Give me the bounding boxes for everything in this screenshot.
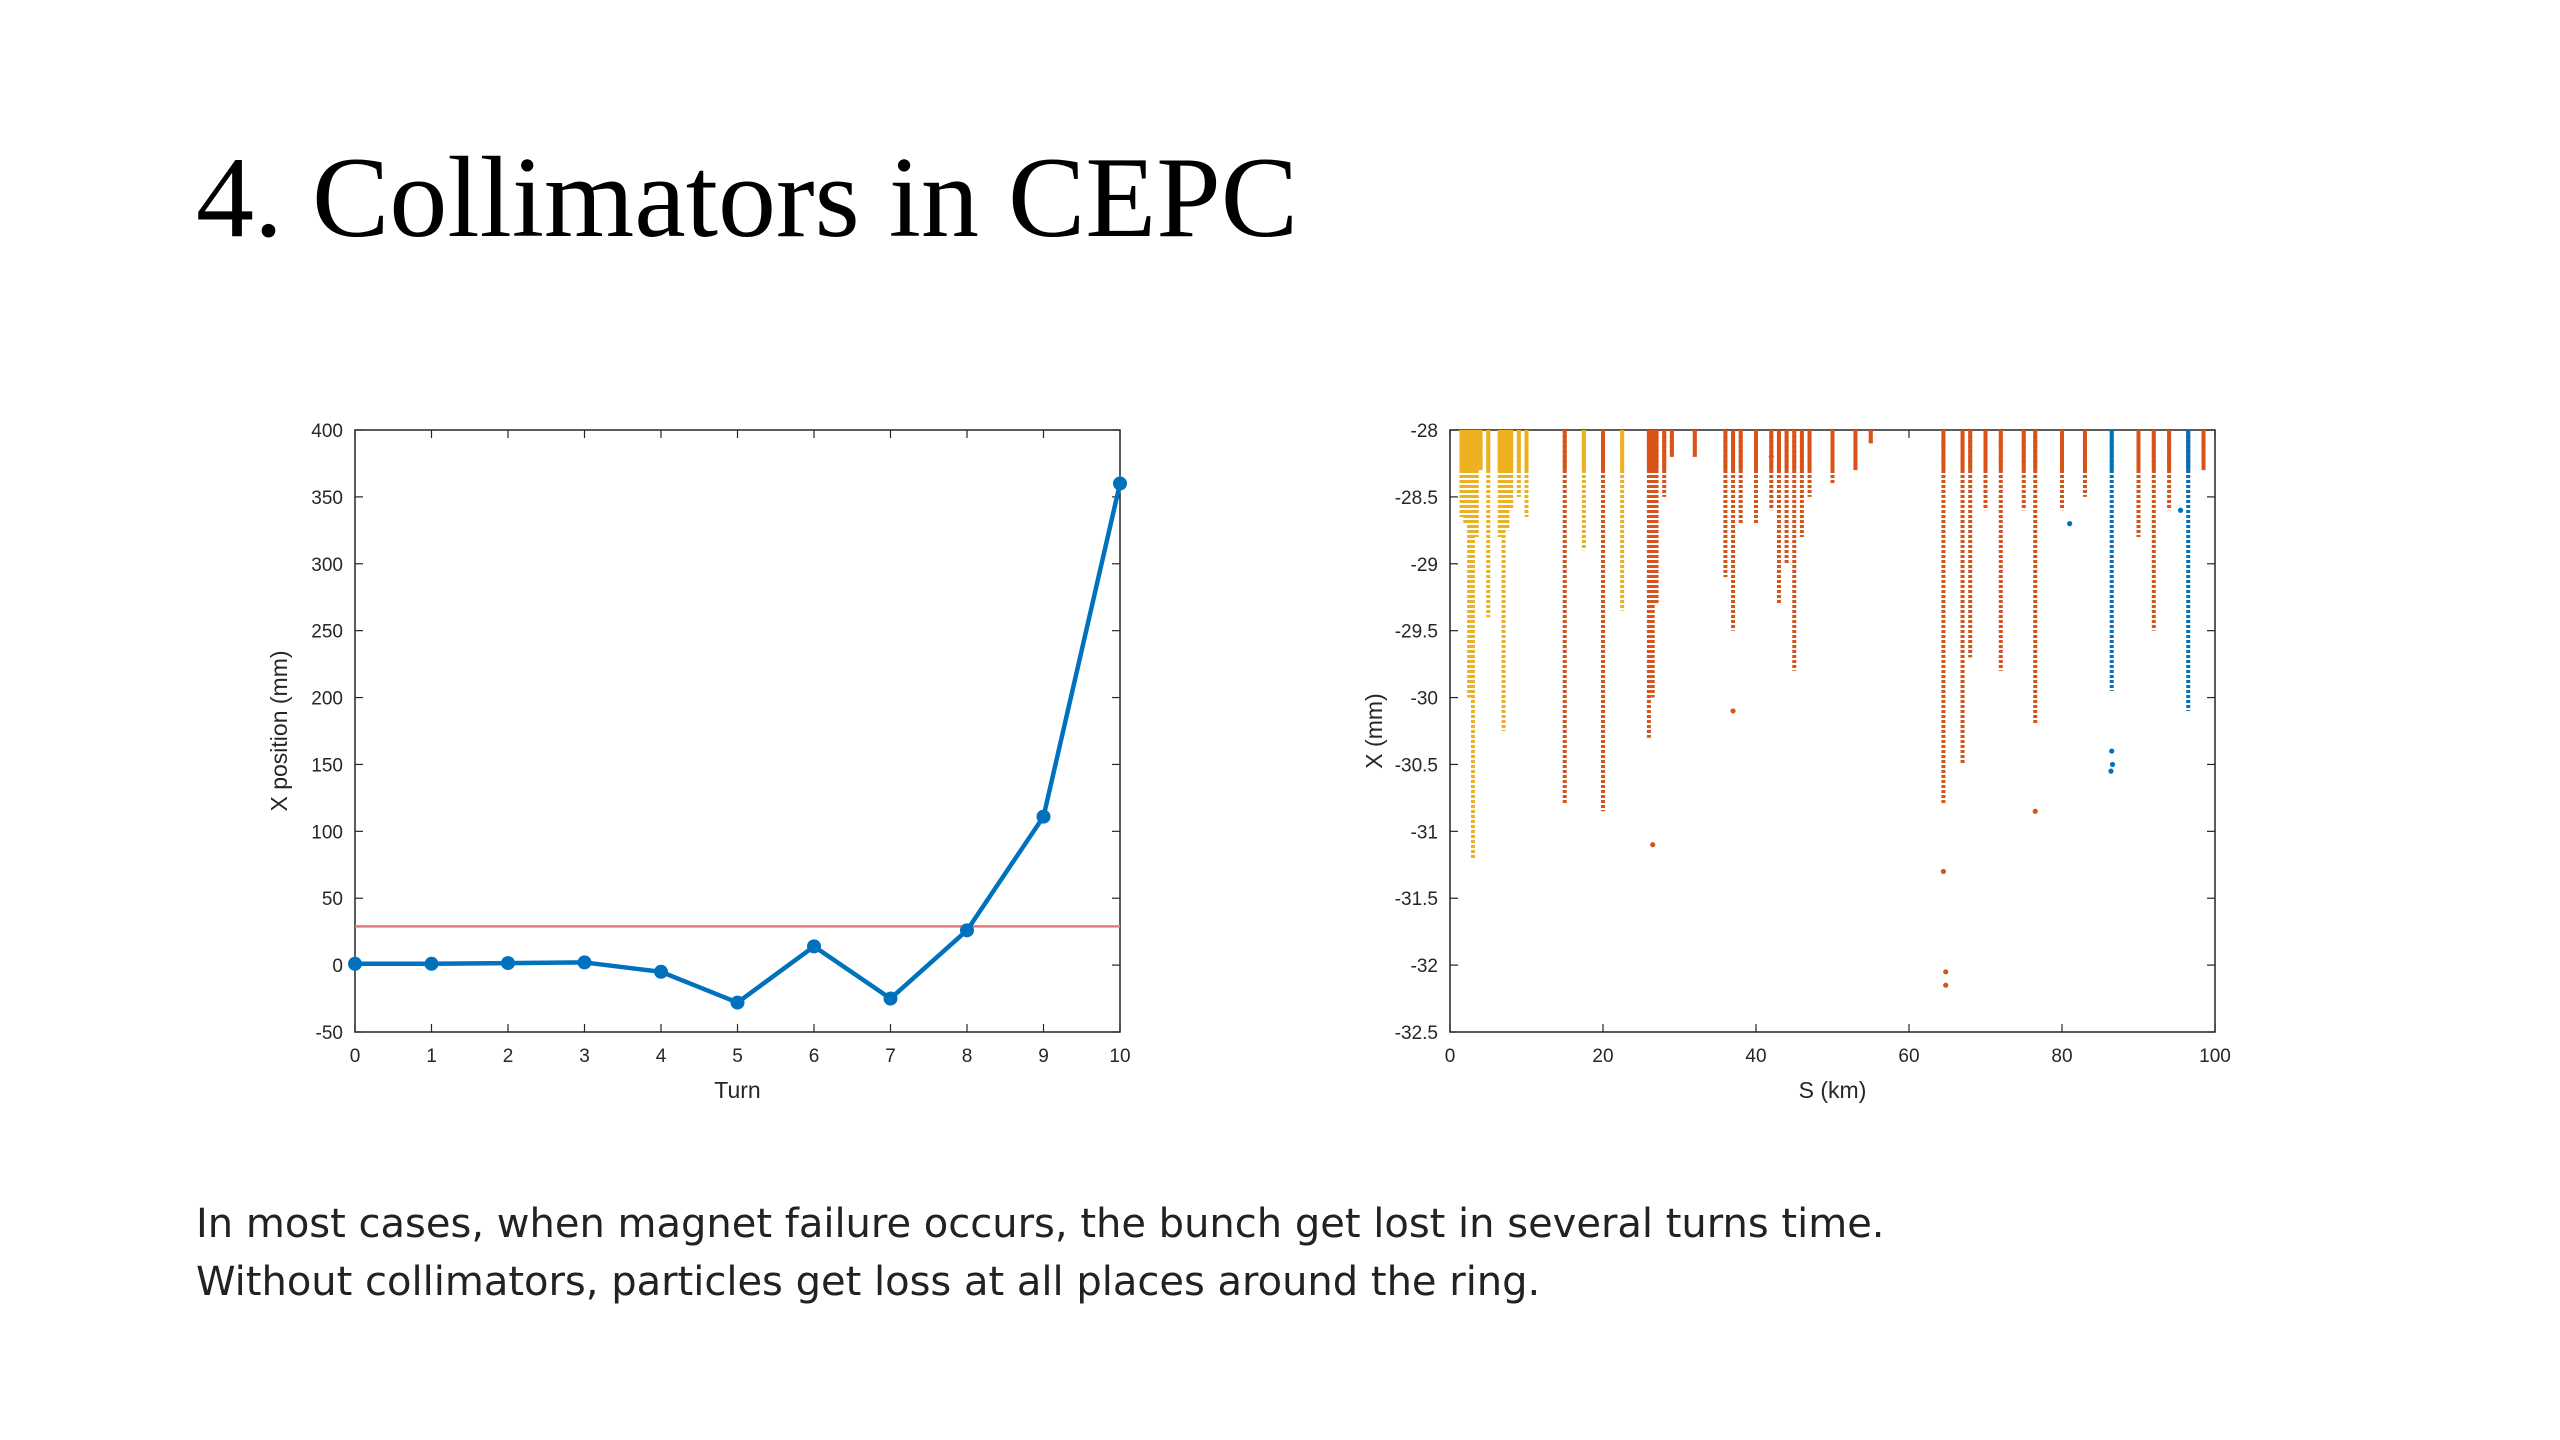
y-tick-label: 350 bbox=[311, 488, 343, 509]
s-vs-x-loss-svg: 0 20 40 60 80 100 -32.5 -32 -31.5 -31 -30.5 -30 -29.… bbox=[1361, 421, 2231, 1103]
data-point bbox=[730, 995, 745, 1010]
x-tick-label: 20 bbox=[1592, 1046, 1613, 1067]
x-tick-label: 0 bbox=[350, 1046, 361, 1067]
loss-point bbox=[2067, 521, 2073, 527]
x-tick-label: 2 bbox=[503, 1046, 514, 1067]
data-point bbox=[577, 955, 592, 970]
x-tick-label: 3 bbox=[579, 1046, 590, 1067]
plot-frame bbox=[354, 429, 1121, 1033]
y-tick-label: 400 bbox=[311, 421, 343, 442]
y-tick-label: 0 bbox=[332, 956, 343, 977]
plot-frame bbox=[1449, 429, 2216, 1033]
x-tick-label: 4 bbox=[656, 1046, 667, 1067]
loss-point bbox=[1768, 454, 1774, 460]
y-tick-label: 50 bbox=[322, 889, 343, 910]
caption-line-2: Without collimators, particles get loss … bbox=[196, 1259, 1541, 1305]
data-point bbox=[424, 956, 439, 971]
x-tick-label: 6 bbox=[809, 1046, 820, 1067]
x-axis-label: Turn bbox=[714, 1077, 760, 1103]
y-tick-label: 250 bbox=[311, 622, 343, 643]
data-point bbox=[1113, 476, 1127, 491]
y-tick-label: -31 bbox=[1411, 822, 1438, 843]
y-axis-label: X (mm) bbox=[1361, 693, 1387, 768]
loss-point bbox=[2109, 761, 2116, 768]
y-tick-label: -28 bbox=[1411, 421, 1438, 442]
data-point bbox=[883, 991, 898, 1006]
y-tick-label: 100 bbox=[311, 822, 343, 843]
y-tick-label: -29 bbox=[1411, 555, 1438, 576]
y-tick-label: -29.5 bbox=[1395, 622, 1438, 643]
y-axis-label: X position (mm) bbox=[266, 650, 292, 811]
data-point bbox=[501, 956, 515, 971]
y-tick-label: 150 bbox=[311, 755, 343, 776]
loss-point bbox=[1943, 982, 1949, 988]
loss-point bbox=[1940, 868, 1947, 875]
x-tick-label: 0 bbox=[1445, 1046, 1456, 1067]
x-tick-label: 5 bbox=[732, 1046, 743, 1067]
y-tick-label: -30 bbox=[1411, 689, 1438, 710]
x-tick-label: 60 bbox=[1898, 1046, 1919, 1067]
y-tick-label: -32.5 bbox=[1395, 1023, 1438, 1044]
x-tick-label: 8 bbox=[962, 1046, 973, 1067]
loss-point bbox=[2032, 808, 2038, 814]
y-tick-label: -50 bbox=[316, 1023, 343, 1044]
x-tick-label: 7 bbox=[885, 1046, 896, 1067]
loss-point bbox=[2177, 507, 2184, 513]
y-tick-label: -30.5 bbox=[1395, 755, 1438, 776]
data-point bbox=[807, 939, 821, 954]
loss-point bbox=[1943, 969, 1949, 975]
slide-title: 4. Collimators in CEPC bbox=[196, 134, 1299, 262]
turn-vs-x-position-chart: 0 1 2 3 4 5 6 7 8 9 10 -50 0 50 100 150 200 250 300 350 400 T… bbox=[250, 400, 1150, 1120]
x-tick-label: 1 bbox=[426, 1046, 437, 1067]
data-point bbox=[348, 956, 362, 971]
x-axis-label: S (km) bbox=[1799, 1077, 1867, 1103]
x-tick-label: 10 bbox=[1109, 1046, 1130, 1067]
y-tick-label: 200 bbox=[311, 689, 343, 710]
x-tick-label: 9 bbox=[1038, 1046, 1049, 1067]
caption-line-1: In most cases, when magnet failure occur… bbox=[196, 1201, 1885, 1247]
data-point bbox=[960, 923, 974, 938]
data-point bbox=[1036, 809, 1051, 824]
loss-point bbox=[2109, 748, 2115, 754]
loss-point bbox=[1650, 842, 1656, 848]
y-tick-label: -32 bbox=[1411, 956, 1438, 977]
y-tick-label: 300 bbox=[311, 555, 343, 576]
loss-point bbox=[2108, 768, 2114, 774]
x-tick-label: 40 bbox=[1745, 1046, 1766, 1067]
y-tick-label: -31.5 bbox=[1395, 889, 1438, 910]
turn-vs-x-position-svg: 0 1 2 3 4 5 6 7 8 9 10 -50 0 50 100 150 200 250 300 350 400 T… bbox=[266, 421, 1131, 1103]
y-tick-label: -28.5 bbox=[1395, 488, 1438, 509]
data-point bbox=[654, 964, 668, 979]
x-tick-label: 80 bbox=[2051, 1046, 2072, 1067]
x-tick-label: 100 bbox=[2199, 1046, 2231, 1067]
slide-caption: In most cases, when magnet failure occur… bbox=[196, 1195, 1885, 1311]
loss-point bbox=[1730, 708, 1736, 714]
s-vs-x-loss-chart: 0 20 40 60 80 100 -32.5 -32 -31.5 -31 -30.5 -30 -29.… bbox=[1320, 400, 2240, 1120]
